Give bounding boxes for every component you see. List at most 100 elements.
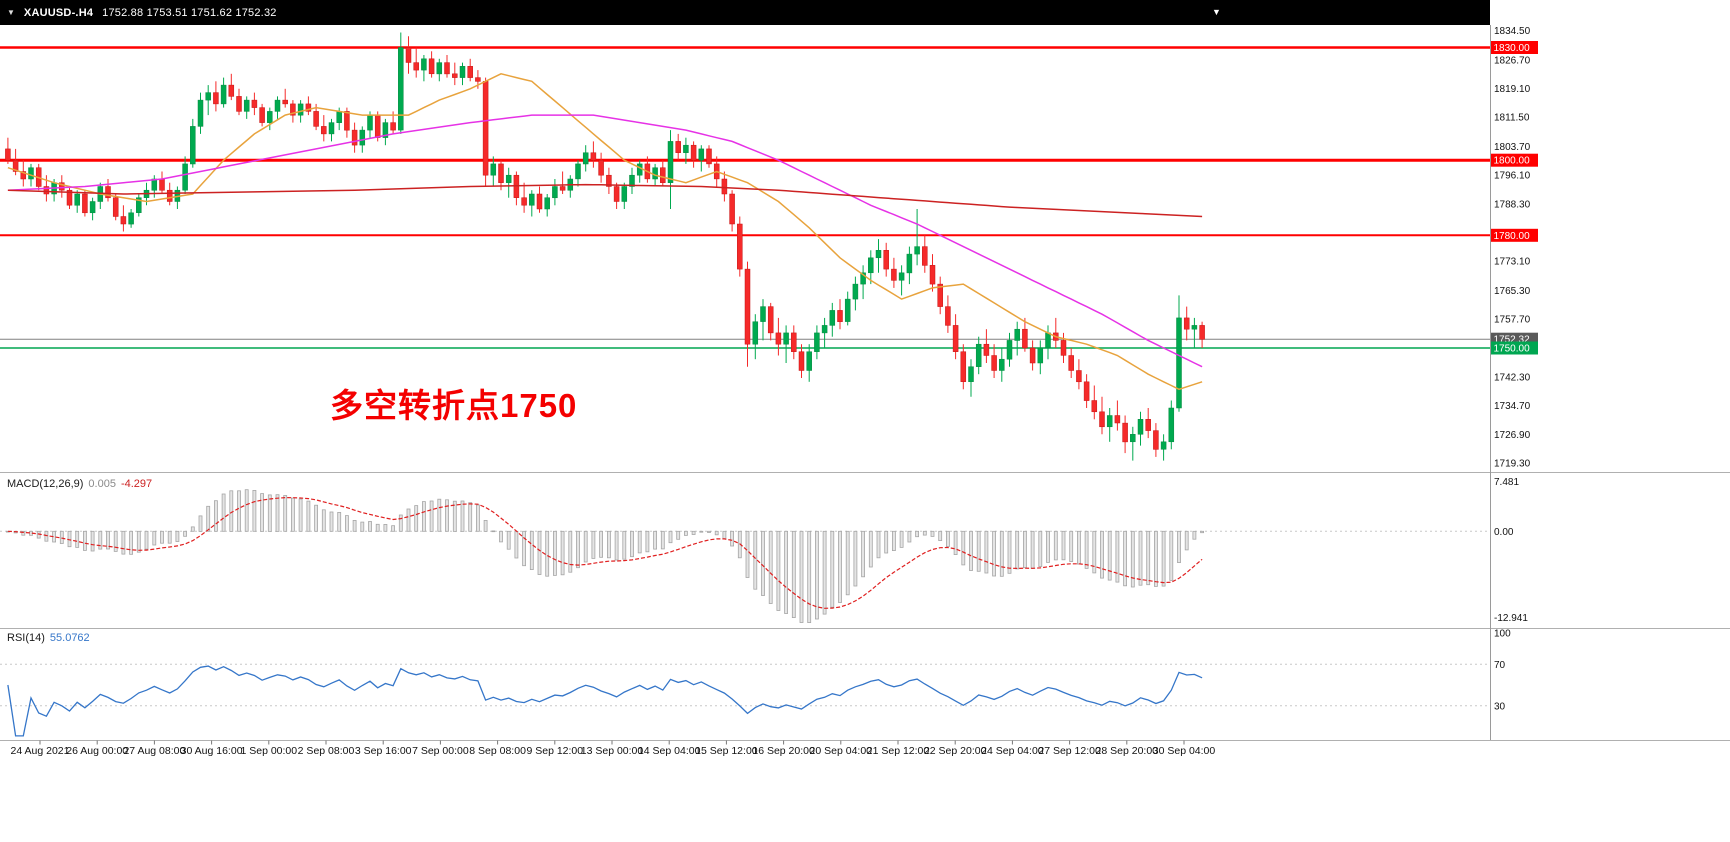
time-axis-ticks (39, 740, 1185, 745)
candle (590, 141, 597, 168)
price-badge: 1750.00 (1491, 341, 1538, 355)
candle (82, 190, 88, 217)
macd-histogram-bar (437, 498, 442, 532)
candle (983, 329, 990, 363)
candle (675, 133, 681, 161)
macd-histogram-bar (406, 508, 411, 532)
candle (1145, 408, 1151, 439)
svg-text:1734.70: 1734.70 (1494, 401, 1531, 412)
candle (1022, 317, 1028, 352)
macd-histogram-bar (1184, 530, 1189, 551)
macd-histogram-bar (691, 530, 696, 535)
macd-histogram-bar (1030, 530, 1035, 569)
candle (159, 171, 165, 194)
candle (205, 85, 211, 116)
candle (228, 73, 235, 101)
macd-histogram-bar (283, 495, 288, 532)
macd-histogram-bar (398, 514, 403, 532)
macd-histogram-bar (953, 530, 958, 555)
annotation-text: 多空转折点1750 (330, 387, 578, 424)
macd-histogram-bar (252, 489, 257, 532)
candle (74, 190, 80, 213)
macd-histogram-bar (1146, 530, 1151, 586)
macd-histogram-bar (298, 498, 303, 532)
candle (567, 175, 574, 198)
candle (382, 118, 389, 146)
candle (328, 118, 335, 142)
macd-histogram-bar (1007, 530, 1012, 574)
macd-histogram-bar (90, 530, 95, 552)
macd-histogram-bar (822, 530, 827, 615)
macd-histogram-bar (1138, 530, 1143, 586)
candle (282, 88, 288, 108)
candle (267, 107, 273, 131)
macd-histogram-bar (499, 530, 503, 543)
macd-histogram-bar (83, 530, 87, 551)
candle (968, 359, 974, 397)
svg-text:1719.30: 1719.30 (1494, 459, 1531, 470)
macd-histogram-bar (653, 530, 657, 550)
macd-histogram-bar (876, 530, 881, 559)
candle (906, 246, 913, 285)
macd-histogram-bar (429, 500, 434, 532)
macd-histogram-bar (907, 530, 912, 543)
candle (1014, 321, 1020, 356)
slow-ma-line (7, 183, 1203, 218)
candle (505, 167, 512, 198)
macd-histogram-bar (144, 530, 149, 550)
macd-histogram-bar (992, 530, 996, 577)
macd-histogram-bar (414, 505, 419, 532)
candle (1091, 385, 1098, 420)
time-axis-label: 24 Sep 04:00 (981, 745, 1044, 757)
macd-histogram-bar (167, 530, 172, 544)
candle (1168, 400, 1175, 450)
macd-histogram-bar (922, 530, 927, 536)
macd-histogram-bar (845, 530, 850, 596)
candle (706, 145, 712, 168)
macd-histogram-bar (791, 530, 796, 618)
candle (259, 103, 265, 127)
macd-histogram-bar (421, 501, 426, 532)
time-axis-label: 24 Aug 2021 (10, 745, 70, 757)
macd-histogram-bar (360, 521, 365, 532)
svg-text:30: 30 (1494, 701, 1506, 712)
macd-histogram-bar (121, 530, 126, 555)
time-axis-label: 26 Aug 00:00 (66, 745, 129, 757)
macd-histogram-bar (583, 530, 588, 563)
macd-panel: 7.481 0.00 -12.941 (0, 477, 1528, 624)
svg-text:1765.30: 1765.30 (1494, 286, 1531, 297)
candle (5, 137, 11, 164)
candle (760, 299, 766, 341)
macd-histogram-bar (452, 500, 457, 532)
time-axis: 24 Aug 2021 26 Aug 00:00 27 Aug 08:00 30 Au… (0, 745, 1730, 761)
macd-histogram-bar (237, 490, 241, 532)
candle (544, 194, 550, 217)
candle (1122, 415, 1128, 454)
macd-histogram-bar (884, 530, 889, 554)
candle (428, 51, 435, 78)
candle (1199, 321, 1205, 348)
macd-histogram-bar (21, 530, 26, 536)
candle (952, 314, 959, 360)
macd-histogram-bar (868, 530, 873, 568)
symbol-dropdown-icon[interactable]: ▼ (7, 8, 15, 17)
candle (698, 145, 705, 172)
macd-histogram-bar (1084, 530, 1089, 569)
macd-histogram-bar (784, 530, 788, 614)
svg-text:1796.10: 1796.10 (1494, 170, 1531, 181)
candle (690, 141, 697, 168)
candle (775, 317, 782, 356)
svg-text:0.00: 0.00 (1494, 527, 1514, 538)
time-axis-label: 15 Sep 12:00 (695, 745, 758, 757)
macd-histogram-bar (198, 515, 203, 532)
macd-histogram-bar (98, 530, 103, 550)
candle (1053, 317, 1059, 348)
panel-separators (0, 25, 1730, 741)
candle (197, 92, 204, 134)
scroll-to-end-icon[interactable]: ▼ (1212, 7, 1221, 17)
macd-histogram-bar (1069, 530, 1074, 562)
candle (660, 160, 666, 187)
macd-histogram-bar (445, 499, 449, 532)
macd-histogram-bar (329, 511, 334, 532)
